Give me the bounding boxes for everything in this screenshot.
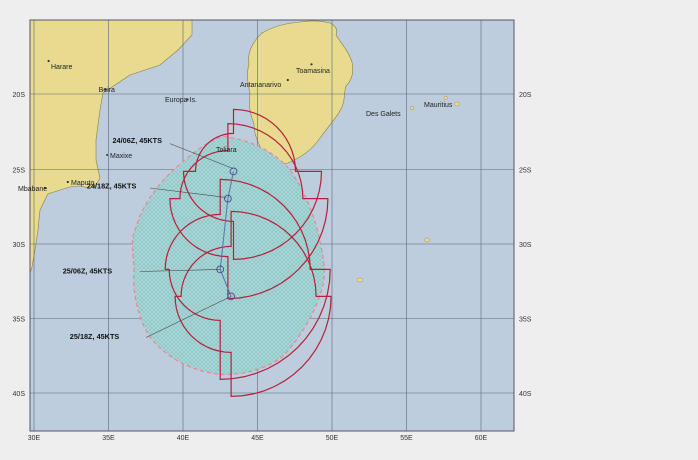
svg-text:30E: 30E [28,435,41,442]
svg-text:Toliara: Toliara [216,147,237,154]
svg-text:60E: 60E [475,435,488,442]
svg-text:40E: 40E [177,435,190,442]
svg-text:35S: 35S [519,317,532,324]
svg-text:35S: 35S [13,317,26,324]
svg-text:Toamasina: Toamasina [296,68,330,75]
svg-text:55E: 55E [400,435,413,442]
svg-text:30S: 30S [13,242,26,249]
svg-text:24/06Z, 45KTS: 24/06Z, 45KTS [113,136,163,145]
svg-text:30S: 30S [519,242,532,249]
svg-text:25/18Z, 45KTS: 25/18Z, 45KTS [70,332,120,341]
svg-text:25S: 25S [519,168,532,175]
svg-text:Antananarivo: Antananarivo [240,82,281,89]
svg-text:25S: 25S [13,168,26,175]
svg-text:Mbabane: Mbabane [18,186,47,193]
svg-text:20S: 20S [13,92,26,99]
svg-text:Europa Is.: Europa Is. [165,97,197,104]
svg-text:40S: 40S [519,391,532,398]
svg-text:Maxixe: Maxixe [110,153,132,160]
svg-text:45E: 45E [251,435,264,442]
svg-text:Maputo: Maputo [71,180,94,187]
svg-text:Des Galets: Des Galets [366,111,401,118]
svg-text:Mauritius: Mauritius [424,102,453,109]
svg-text:35E: 35E [102,435,115,442]
svg-text:50E: 50E [326,435,339,442]
svg-text:Harare: Harare [51,64,73,71]
svg-text:20S: 20S [519,92,532,99]
svg-text:40S: 40S [13,391,26,398]
svg-text:Beira: Beira [99,87,115,94]
svg-text:25/06Z, 45KTS: 25/06Z, 45KTS [63,267,113,276]
